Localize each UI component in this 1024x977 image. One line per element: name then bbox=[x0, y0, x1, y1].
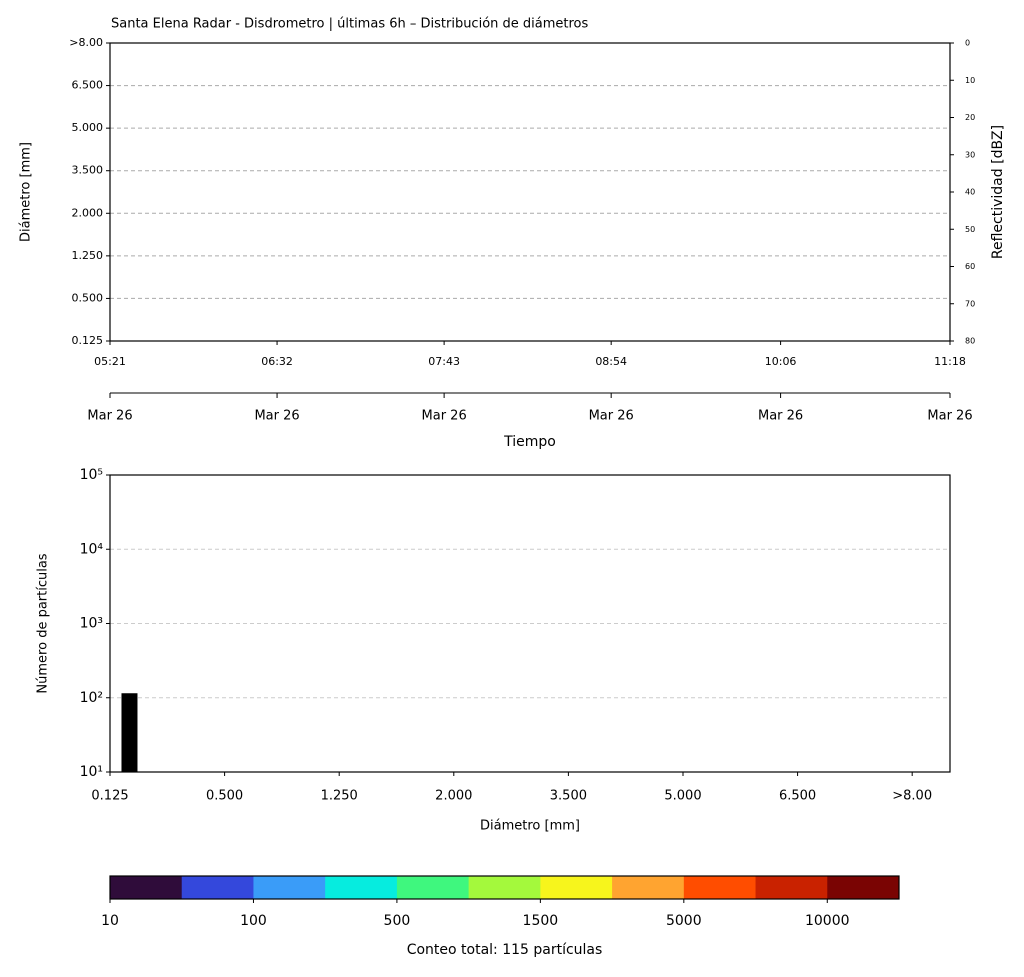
colorbar-segment bbox=[612, 876, 685, 899]
y-tick-label: 1.250 bbox=[72, 249, 104, 262]
x-tick-label: 100 bbox=[240, 913, 267, 929]
x-tick-label: 10 bbox=[101, 913, 119, 929]
x-tick-label: 500 bbox=[384, 913, 411, 929]
x-tick-label: 5.000 bbox=[664, 789, 701, 804]
y-tick-label: 10⁵ bbox=[80, 467, 103, 483]
x-tick-label: 6.500 bbox=[779, 789, 816, 804]
x-tick-label: 2.000 bbox=[435, 789, 472, 804]
colorbar-segment bbox=[110, 876, 183, 899]
colorbar-segment bbox=[253, 876, 326, 899]
y-tick-label: 10¹ bbox=[80, 764, 103, 780]
x-date-label: Mar 26 bbox=[589, 409, 634, 424]
x-axis-title: Diámetro [mm] bbox=[480, 819, 580, 834]
plot-frame bbox=[109, 474, 951, 773]
x-date-label: Mar 26 bbox=[758, 409, 803, 424]
y-tick-label: 0.125 bbox=[72, 334, 104, 347]
x-tick-label: 11:18 bbox=[934, 355, 966, 368]
x-date-label: Mar 26 bbox=[87, 409, 132, 424]
y-tick-label: 10⁴ bbox=[80, 541, 104, 557]
y2-tick-label: 20 bbox=[965, 113, 975, 122]
x-tick-label: 10000 bbox=[805, 913, 850, 929]
x-tick-label: 06:32 bbox=[261, 355, 293, 368]
colorbar-segment bbox=[540, 876, 613, 899]
x-tick-label: 05:21 bbox=[94, 355, 126, 368]
x-tick-label: 08:54 bbox=[595, 355, 627, 368]
y-tick-label: 3.500 bbox=[72, 164, 104, 177]
x-axis-title: Tiempo bbox=[503, 434, 556, 450]
x-tick-label: 1500 bbox=[523, 913, 559, 929]
y2-tick-label: 0 bbox=[965, 39, 970, 48]
x-tick-label: 0.125 bbox=[91, 789, 128, 804]
x-tick-label: 07:43 bbox=[428, 355, 460, 368]
colorbar-segment bbox=[181, 876, 254, 899]
colorbar-segment bbox=[468, 876, 541, 899]
x-tick-label: 5000 bbox=[666, 913, 702, 929]
y2-tick-label: 30 bbox=[965, 150, 975, 159]
colorbar-frame bbox=[109, 875, 900, 900]
y2-tick-label: 80 bbox=[965, 337, 975, 346]
y2-tick-label: 40 bbox=[965, 188, 975, 197]
colorbar-segment bbox=[683, 876, 757, 899]
y-tick-label: >8.00 bbox=[69, 36, 103, 49]
y-tick-label: 10² bbox=[80, 690, 103, 706]
x-tick-label: 0.500 bbox=[206, 789, 243, 804]
x-tick-label: 10:06 bbox=[765, 355, 797, 368]
x-tick-label: 3.500 bbox=[550, 789, 587, 804]
colorbar-segment bbox=[755, 876, 828, 899]
y2-axis-title: Reflectividad [dBZ] bbox=[990, 125, 1006, 259]
bar bbox=[121, 693, 138, 772]
colorbar-segment bbox=[396, 876, 470, 899]
plot-frame bbox=[109, 42, 951, 342]
y2-tick-label: 70 bbox=[965, 299, 975, 308]
y-axis-title: Diámetro [mm] bbox=[19, 142, 34, 242]
colorbar-segment bbox=[325, 876, 398, 899]
y-tick-label: 10³ bbox=[80, 616, 103, 632]
colorbar-title: Conteo total: 115 partículas bbox=[407, 942, 603, 958]
y-tick-label: 0.500 bbox=[72, 291, 104, 304]
x-tick-label: 1.250 bbox=[321, 789, 358, 804]
x-date-label: Mar 26 bbox=[422, 409, 467, 424]
y-tick-label: 5.000 bbox=[72, 121, 104, 134]
chart-title: Santa Elena Radar - Disdrometro | última… bbox=[111, 17, 589, 32]
x-tick-label: >8.00 bbox=[892, 789, 932, 804]
y2-tick-label: 50 bbox=[965, 225, 975, 234]
y-axis-title: Número de partículas bbox=[36, 553, 51, 693]
x-date-label: Mar 26 bbox=[927, 409, 972, 424]
colorbar-segment bbox=[827, 876, 900, 899]
y2-tick-label: 60 bbox=[965, 262, 975, 271]
y-tick-label: 6.500 bbox=[72, 79, 104, 92]
x-date-label: Mar 26 bbox=[254, 409, 299, 424]
y-tick-label: 2.000 bbox=[72, 206, 104, 219]
y2-tick-label: 10 bbox=[965, 76, 975, 85]
